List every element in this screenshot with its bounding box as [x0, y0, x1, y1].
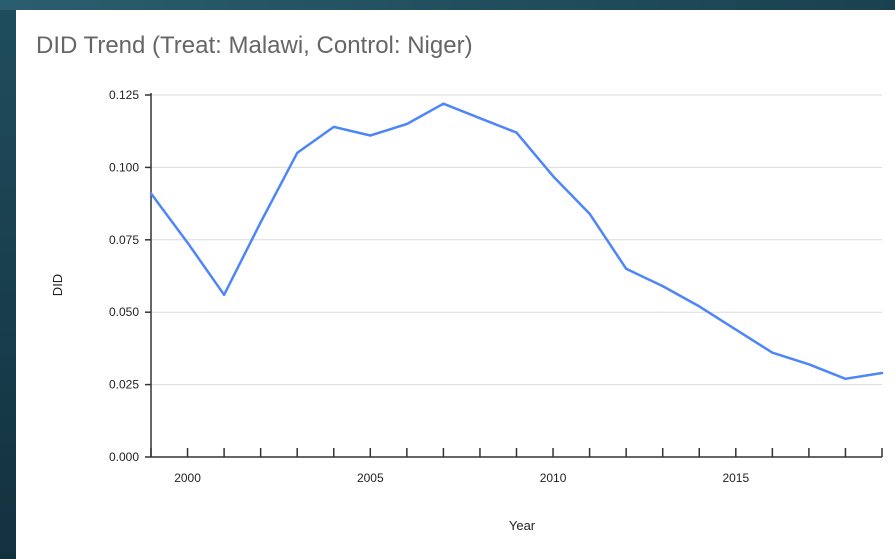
- background-left-strip: [0, 10, 16, 559]
- series-line: [149, 102, 884, 381]
- x-tick-label: 2010: [540, 471, 567, 485]
- axes: 0.000 0.025 0.050 0.075 0.100 0.125 2000 2005 20…: [109, 88, 883, 485]
- x-tick-label: 2015: [722, 471, 749, 485]
- y-tick-label: 0.125: [109, 88, 139, 102]
- x-tick-label: 2000: [174, 471, 201, 485]
- background-top-strip: [0, 0, 895, 10]
- y-tick-label: 0.100: [109, 160, 139, 174]
- y-tick-label: 0.025: [109, 378, 139, 392]
- x-axis-label: Year: [509, 518, 536, 533]
- gridlines: [151, 94, 882, 386]
- y-axis-label: DID: [50, 274, 65, 296]
- y-tick-label: 0.075: [109, 233, 139, 247]
- axis-labels: Year DID: [50, 274, 536, 533]
- x-tick-label: 2005: [357, 471, 384, 485]
- chart-title: DID Trend (Treat: Malawi, Control: Niger…: [36, 32, 473, 59]
- line-chart: 0.000 0.025 0.050 0.075 0.100 0.125 2000 2005 20…: [50, 88, 884, 533]
- y-tick-label: 0.000: [109, 450, 139, 464]
- y-tick-label: 0.050: [109, 305, 139, 319]
- series-layer: [149, 102, 884, 381]
- chart-card: DID Trend (Treat: Malawi, Control: Niger…: [16, 10, 895, 559]
